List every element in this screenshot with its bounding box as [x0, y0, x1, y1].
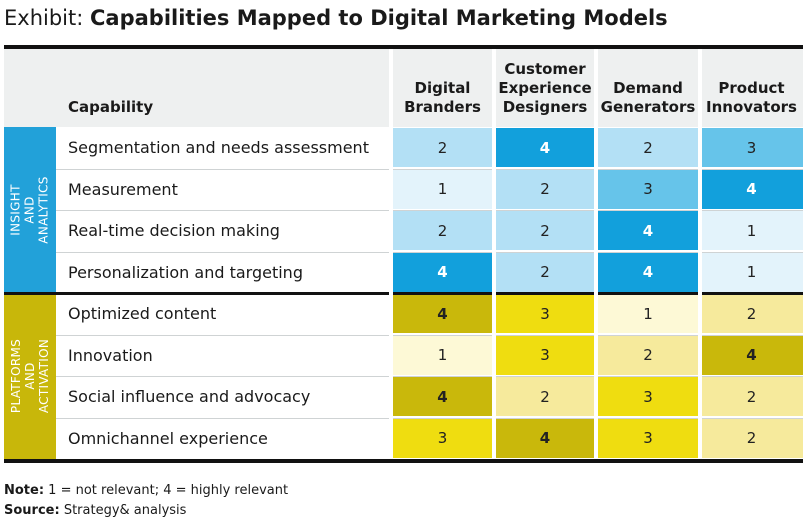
section-label: PLATFORMS AND ACTIVATION [9, 338, 52, 414]
table-header-background [4, 49, 803, 127]
rating-cell: 2 [494, 169, 596, 209]
rating-cell: 1 [391, 169, 494, 209]
rating-cell: 3 [596, 377, 700, 416]
rating-cell: 2 [700, 294, 803, 333]
section-platforms-and-activation: PLATFORMS AND ACTIVATION [4, 293, 56, 459]
row-divider [56, 417, 803, 419]
row-divider [56, 376, 803, 377]
column-header-digital-branders: Digital Branders [404, 79, 481, 116]
rating-cell: 3 [596, 169, 700, 209]
row-label: Segmentation and needs assessment [68, 138, 369, 158]
column-separator [389, 49, 393, 459]
rating-cell: 4 [494, 418, 596, 458]
rating-cell: 1 [596, 294, 700, 333]
row-label: Optimized content [68, 304, 217, 324]
rating-cell: 4 [391, 294, 494, 333]
rating-cell: 4 [494, 128, 596, 167]
column-separator [698, 49, 702, 459]
row-label: Personalization and targeting [68, 262, 303, 282]
note-label: Note: [4, 483, 45, 498]
rating-cell: 4 [596, 211, 700, 250]
column-separator [492, 49, 496, 459]
rating-cell: 4 [700, 335, 803, 375]
source-label: Source: [4, 503, 60, 518]
rating-cell: 2 [391, 128, 494, 167]
rating-cell: 2 [700, 418, 803, 458]
column-header-customer-experience-designers: Customer Experience Designers [498, 60, 592, 116]
rating-cell: 3 [494, 294, 596, 333]
row-divider [56, 210, 803, 211]
note-text: 1 = not relevant; 4 = highly relevant [44, 483, 289, 498]
row-label: Innovation [68, 345, 153, 365]
rating-cell: 2 [494, 252, 596, 292]
column-header-demand-generators: Demand Generators [600, 79, 696, 116]
rating-cell: 2 [494, 211, 596, 250]
column-separator [594, 49, 598, 459]
rating-cell: 2 [596, 335, 700, 375]
rating-cell: 1 [700, 211, 803, 250]
row-label: Real-time decision making [68, 221, 280, 241]
rating-cell: 4 [391, 252, 494, 292]
rating-cell: 2 [700, 377, 803, 416]
section-label: INSIGHT AND ANALYTICS [9, 176, 52, 244]
row-divider [56, 251, 803, 253]
page-title: Exhibit: Capabilities Mapped to Digital … [4, 6, 668, 30]
rating-cell: 3 [391, 418, 494, 458]
footnote: Note: 1 = not relevant; 4 = highly relev… [4, 483, 288, 499]
rating-cell: 3 [494, 335, 596, 375]
column-header-product-innovators: Product Innovators [706, 79, 797, 116]
capability-header: Capability [68, 98, 154, 116]
row-label: Social influence and advocacy [68, 387, 311, 407]
rating-cell: 4 [596, 252, 700, 292]
title-lead: Exhibit: [4, 6, 90, 30]
section-insight-and-analytics: INSIGHT AND ANALYTICS [4, 127, 56, 293]
title-main: Capabilities Mapped to Digital Marketing… [90, 6, 668, 30]
rating-cell: 4 [700, 169, 803, 209]
table-bottom-rule [4, 459, 803, 463]
rating-cell: 2 [596, 128, 700, 167]
rating-cell: 3 [700, 128, 803, 167]
table-top-rule [4, 45, 803, 49]
row-divider [56, 334, 803, 336]
rating-cell: 2 [391, 211, 494, 250]
source-line: Source: Strategy& analysis [4, 503, 186, 519]
row-label: Measurement [68, 179, 178, 199]
rating-cell: 1 [391, 335, 494, 375]
rating-cell: 4 [391, 377, 494, 416]
row-label: Omnichannel experience [68, 428, 268, 448]
rating-cell: 3 [596, 418, 700, 458]
rating-cell: 2 [494, 377, 596, 416]
section-divider [4, 292, 803, 295]
row-divider [56, 168, 803, 170]
rating-cell: 1 [700, 252, 803, 292]
source-text: Strategy& analysis [59, 503, 187, 518]
